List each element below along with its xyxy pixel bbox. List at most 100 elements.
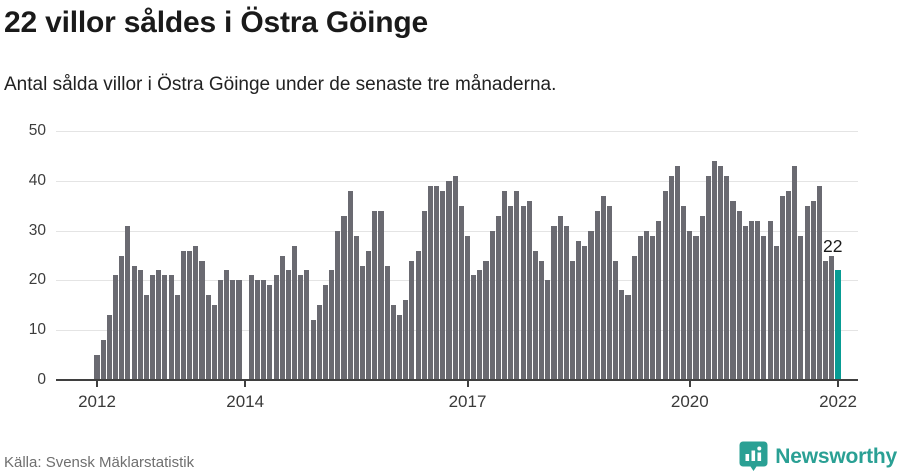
bar <box>501 190 508 380</box>
bar <box>816 185 823 380</box>
bar <box>143 295 149 380</box>
x-axis-tick-label: 2022 <box>819 392 857 411</box>
bar <box>403 300 409 380</box>
bar <box>804 205 810 380</box>
bar <box>773 245 779 380</box>
bar <box>532 250 538 380</box>
bar <box>551 225 557 380</box>
bar <box>718 165 724 380</box>
bar <box>273 275 279 380</box>
bar <box>415 250 421 380</box>
newsworthy-pin-barchart-icon <box>739 441 768 472</box>
bar <box>724 175 730 380</box>
bar <box>829 255 835 380</box>
bar <box>798 235 804 380</box>
bar <box>292 245 298 380</box>
bar <box>656 220 662 380</box>
bar <box>100 340 106 380</box>
bar <box>563 225 569 380</box>
bar <box>217 280 224 380</box>
bar <box>662 190 668 380</box>
x-axis-tick <box>96 381 98 387</box>
bar <box>526 200 532 380</box>
y-axis-tick-label: 0 <box>37 371 46 388</box>
bar <box>230 280 236 380</box>
bar <box>94 355 100 380</box>
bar <box>397 315 403 380</box>
source-text: Källa: Svensk Mäklarstatistik <box>4 454 195 471</box>
bar <box>810 200 816 380</box>
bar <box>742 225 748 380</box>
bar <box>335 230 341 380</box>
bar <box>261 280 267 380</box>
bar <box>156 270 162 380</box>
bar <box>452 175 458 380</box>
bar <box>483 260 489 380</box>
x-axis-tick <box>466 381 469 387</box>
brand-name: Newsworthy <box>775 444 897 468</box>
bar <box>687 230 693 380</box>
bar <box>471 275 477 380</box>
bar <box>180 250 186 380</box>
bar <box>594 210 600 380</box>
bar <box>150 275 156 380</box>
bar <box>372 210 378 380</box>
x-axis-tick <box>244 381 247 387</box>
highlight-bar <box>835 270 841 380</box>
chart-title: 22 villor såldes i Östra Göinge <box>4 6 428 39</box>
bar <box>761 235 767 380</box>
bar <box>644 230 650 380</box>
bar <box>730 200 736 380</box>
bar <box>248 275 254 380</box>
bar <box>786 190 792 380</box>
bar <box>693 235 699 380</box>
bar <box>514 190 520 380</box>
bar <box>434 185 440 380</box>
bar <box>699 215 705 380</box>
bar <box>211 305 217 380</box>
bar <box>613 260 619 380</box>
bar <box>285 270 291 380</box>
bar <box>489 230 495 380</box>
bar <box>236 280 242 380</box>
bar <box>279 255 285 380</box>
bar <box>131 265 137 380</box>
bar <box>384 265 390 380</box>
y-axis-tick-label: 40 <box>28 171 46 189</box>
bar <box>378 210 384 380</box>
bar <box>112 275 119 380</box>
bar <box>106 315 112 380</box>
bar <box>162 275 168 380</box>
bar <box>316 305 322 380</box>
bar <box>600 195 606 380</box>
bar <box>359 265 366 380</box>
bar <box>421 210 427 380</box>
bar <box>477 270 483 380</box>
bar <box>520 205 526 380</box>
bar <box>168 275 174 380</box>
bar <box>205 295 211 380</box>
bar <box>631 255 637 380</box>
chart-subtitle: Antal sålda villor i Östra Göinge under … <box>4 74 557 95</box>
gridline <box>56 131 858 132</box>
bar <box>347 190 353 380</box>
x-axis-tick-label: 2012 <box>78 392 116 411</box>
bar <box>748 220 755 380</box>
bar <box>322 285 329 380</box>
bar <box>174 295 180 380</box>
bar <box>187 250 193 380</box>
bar <box>458 205 464 380</box>
y-axis-tick-label: 50 <box>28 122 46 139</box>
bar <box>823 260 829 380</box>
bar <box>199 260 205 380</box>
bar <box>736 210 742 380</box>
bar <box>779 195 785 380</box>
bar <box>464 235 471 380</box>
newsworthy-logo: Newsworthy <box>739 441 897 472</box>
bar <box>588 230 594 380</box>
bar <box>755 220 761 380</box>
bar <box>440 190 446 380</box>
bar <box>668 175 674 380</box>
x-axis-tick <box>837 381 839 387</box>
